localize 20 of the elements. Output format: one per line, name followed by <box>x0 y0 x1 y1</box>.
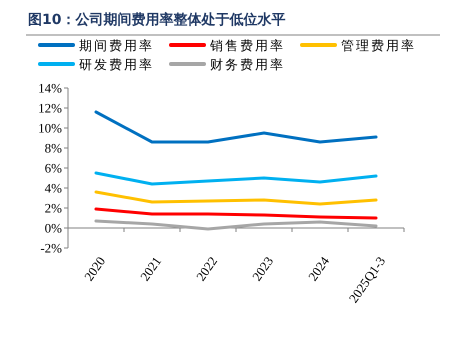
line-series <box>94 208 378 220</box>
legend-label: 管理费用率 <box>341 38 416 54</box>
y-tick-label: 2% <box>44 200 62 216</box>
chart-title: 图10：公司期间费用率整体处于低位水平 <box>28 11 286 28</box>
line-series <box>94 190 378 206</box>
line-series <box>94 220 378 230</box>
legend-label: 研发费用率 <box>79 57 154 73</box>
y-tick-label: 6% <box>44 160 62 176</box>
y-tick-label: 14% <box>38 80 62 96</box>
y-tick-label: -2% <box>40 240 62 256</box>
y-tick-label: 10% <box>38 120 62 136</box>
legend-label: 期间费用率 <box>79 38 154 54</box>
y-tick-label: 12% <box>38 100 62 116</box>
line-series <box>94 110 378 144</box>
legend-label: 销售费用率 <box>209 38 285 54</box>
legend-label: 财务费用率 <box>210 57 285 73</box>
y-tick-label: 8% <box>44 140 62 156</box>
line-series <box>94 172 378 186</box>
y-tick-label: 0% <box>44 220 62 236</box>
y-tick-label: 4% <box>44 180 62 196</box>
